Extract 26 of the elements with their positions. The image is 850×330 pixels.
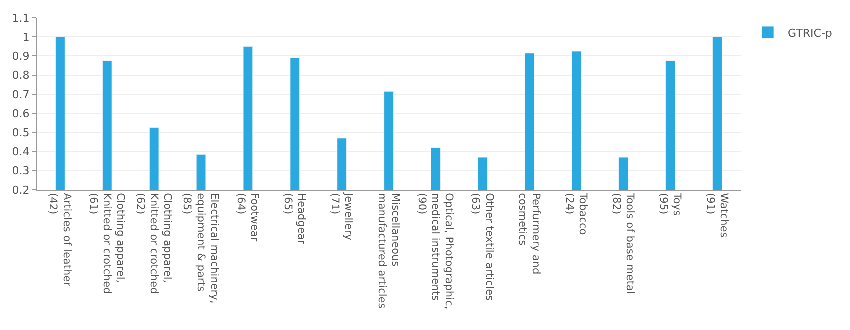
x-tick-label: Footwear (64) <box>234 193 261 242</box>
x-tick-label: Miscellaneous manufactured articles <box>376 193 402 309</box>
x-tick-label: Optical, Photographic, medical instruments (90) <box>416 193 456 310</box>
x-tick-label: Tobacco (24) <box>563 192 590 236</box>
x-tick-label: Jewellery (71) <box>328 192 354 241</box>
y-tick-label: 0.4 <box>12 146 30 159</box>
x-tick-label: Clothing apparel, Knitted or crotched (62) <box>134 193 174 294</box>
x-tick-label: Electrical machinery, equipment & parts (85) <box>181 193 221 304</box>
y-tick-label: 0.5 <box>12 126 30 140</box>
x-tick-label: Other textile articles (63) <box>470 193 496 302</box>
x-tick-label: Articles of leather (42) <box>47 193 73 288</box>
x-tick-label: Headgear (65) <box>282 193 308 246</box>
y-tick-label: 0.6 <box>12 107 30 120</box>
y-tick-label: 0.3 <box>12 164 30 178</box>
x-tick-label: Watches (91) <box>704 193 730 238</box>
y-tick-label: 1.1 <box>12 12 30 25</box>
y-tick-label: 0.9 <box>12 50 30 64</box>
legend-label: GTRIC-p <box>788 26 832 40</box>
x-tick-label: Perfurmery and cosmetics <box>516 193 542 275</box>
y-tick-label: 0.7 <box>12 88 30 102</box>
y-tick-label: 1 <box>22 30 30 44</box>
x-tick-label: Tools of base metal (82) <box>610 192 636 294</box>
y-tick-label: 0.2 <box>12 184 30 197</box>
x-tick-label: Toys (95) <box>657 192 684 216</box>
x-tick-label: Clothing apparel, Knitted or crotched (61) <box>87 193 127 294</box>
y-tick-label: 0.8 <box>12 69 30 82</box>
